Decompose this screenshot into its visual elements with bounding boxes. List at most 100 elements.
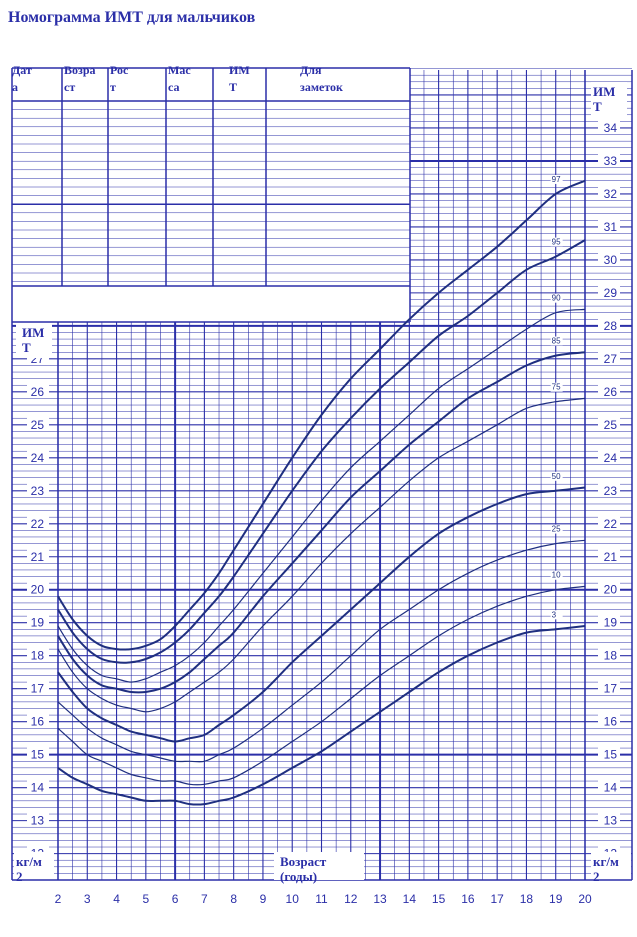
- y-tick-bg: [598, 614, 620, 629]
- y-tick-left-label: 16: [31, 715, 45, 729]
- y-tick-right-label: 21: [604, 550, 618, 564]
- x-tick-label: 17: [490, 892, 504, 906]
- y-tick-bg: [598, 515, 620, 530]
- percentile-label-97: 97: [552, 175, 561, 184]
- ylabel-left-0: ИМ: [22, 325, 44, 340]
- y-tick-bg: [598, 779, 620, 794]
- y-tick-right-label: 33: [604, 154, 618, 168]
- chart-title: Номограмма ИМТ для мальчиков: [8, 9, 256, 26]
- yunit-left-bg: [14, 852, 54, 878]
- y-tick-bg: [27, 614, 49, 629]
- y-tick-bg: [598, 152, 620, 167]
- table-header-3-0: Мас: [168, 63, 191, 77]
- y-tick-right-label: 26: [604, 385, 618, 399]
- table-header-4-0: ИМ: [229, 63, 250, 77]
- y-tick-right-label: 27: [604, 352, 618, 366]
- xlabel-1: (годы): [280, 869, 317, 884]
- y-tick-bg: [598, 812, 620, 827]
- ylabel-left-bg: [16, 324, 52, 358]
- x-tick-label: 8: [230, 892, 237, 906]
- y-tick-bg: [598, 284, 620, 299]
- table-header-2-1: т: [110, 80, 116, 94]
- table-header-4-1: Т: [229, 80, 237, 94]
- y-tick-bg: [27, 383, 49, 398]
- percentile-label-bg: [550, 237, 563, 247]
- ylabel-right-1: Т: [593, 99, 602, 114]
- percentile-curve-3: [57, 625, 586, 806]
- y-tick-right-label: 32: [604, 187, 618, 201]
- percentile-label-bg: [550, 174, 563, 184]
- percentile-label-bg: [550, 336, 563, 346]
- percentile-curve-97: [57, 179, 586, 651]
- chart-grid: [11, 68, 633, 881]
- axis-labels: 2345678910111213141516171819201213141516…: [14, 82, 631, 906]
- y-tick-bg: [598, 416, 620, 431]
- y-tick-bg: [598, 746, 620, 761]
- percentile-label-bg: [550, 570, 563, 580]
- x-tick-label: 14: [403, 892, 417, 906]
- table-header-0-0: Дат: [12, 63, 32, 77]
- y-tick-right-label: 34: [604, 121, 618, 135]
- y-tick-bg: [27, 416, 49, 431]
- x-tick-label: 10: [286, 892, 300, 906]
- y-tick-bg: [27, 515, 49, 530]
- y-tick-right-label: 20: [604, 583, 618, 597]
- y-tick-right-label: 19: [604, 616, 618, 630]
- percentile-label-85: 85: [552, 337, 561, 346]
- y-tick-bg: [27, 713, 49, 728]
- percentile-label-90: 90: [552, 294, 561, 303]
- x-tick-label: 11: [315, 892, 328, 906]
- percentile-curve-95: [57, 239, 586, 664]
- y-tick-right-label: 16: [604, 715, 618, 729]
- yunit-left-0: кг/м: [16, 854, 42, 869]
- x-tick-label: 5: [142, 892, 149, 906]
- y-tick-bg: [27, 680, 49, 695]
- y-tick-right-label: 23: [604, 484, 618, 498]
- y-tick-bg: [27, 779, 49, 794]
- y-tick-bg: [598, 548, 620, 563]
- y-tick-bg: [598, 185, 620, 200]
- percentile-label-3: 3: [552, 610, 557, 619]
- y-tick-left-label: 21: [31, 550, 45, 564]
- y-tick-right-label: 25: [604, 418, 618, 432]
- x-tick-label: 19: [549, 892, 563, 906]
- y-tick-left-label: 25: [31, 418, 45, 432]
- x-tick-label: 15: [432, 892, 446, 906]
- table-header-0-1: а: [12, 80, 18, 94]
- y-tick-bg: [27, 449, 49, 464]
- percentile-label-95: 95: [552, 238, 561, 247]
- y-tick-right-label: 13: [604, 814, 618, 828]
- y-tick-left-label: 17: [31, 682, 45, 696]
- percentile-label-bg: [550, 382, 563, 392]
- percentile-curve-75: [57, 397, 586, 713]
- y-tick-right-label: 15: [604, 748, 618, 762]
- x-tick-label: 3: [84, 892, 91, 906]
- percentile-label-bg: [550, 471, 563, 481]
- y-tick-right-label: 18: [604, 649, 618, 663]
- y-tick-right-label: 14: [604, 781, 618, 795]
- y-tick-left-label: 23: [31, 484, 45, 498]
- x-tick-label: 2: [55, 892, 62, 906]
- y-tick-left-label: 14: [31, 781, 45, 795]
- y-tick-left-label: 26: [31, 385, 45, 399]
- ylabel-right-bg: [591, 82, 627, 116]
- y-tick-right-label: 31: [604, 220, 618, 234]
- y-tick-bg: [598, 317, 620, 332]
- x-tick-label: 13: [373, 892, 387, 906]
- percentile-label-bg: [550, 293, 563, 303]
- y-tick-left-label: 15: [31, 748, 45, 762]
- y-tick-right-label: 29: [604, 286, 618, 300]
- yunit-right-bg: [591, 852, 631, 878]
- y-tick-bg: [598, 119, 620, 134]
- y-tick-bg: [598, 647, 620, 662]
- percentile-curve-90: [57, 308, 586, 683]
- y-tick-bg: [598, 581, 620, 596]
- percentile-label-75: 75: [552, 383, 561, 392]
- yunit-left-1: 2: [16, 869, 23, 884]
- x-tick-label: 12: [344, 892, 358, 906]
- x-tick-label: 18: [520, 892, 534, 906]
- xlabel-bg: [274, 852, 364, 880]
- y-tick-bg: [27, 812, 49, 827]
- yunit-right-1: 2: [593, 869, 600, 884]
